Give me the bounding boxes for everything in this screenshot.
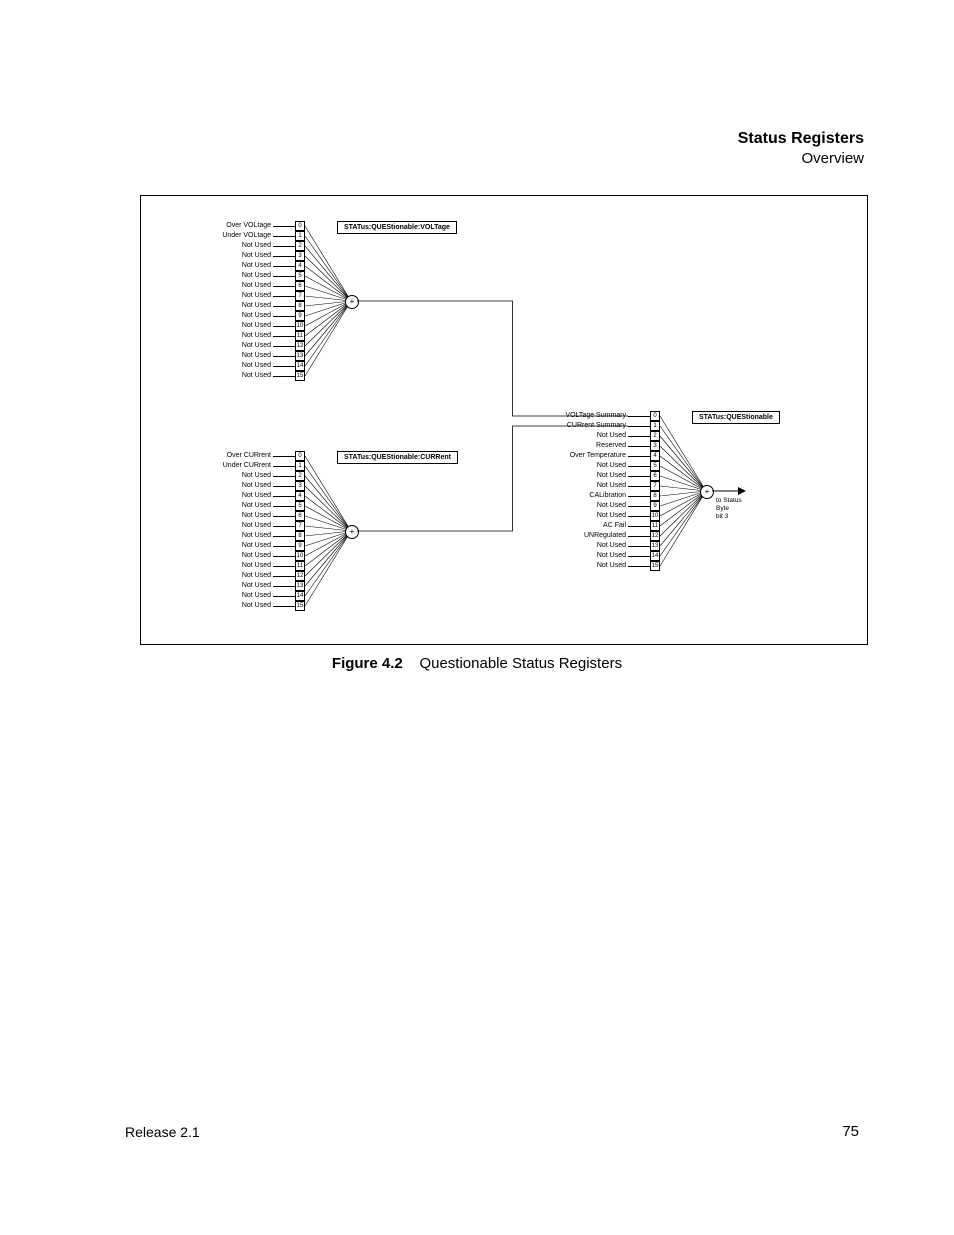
- figure-text: Questionable Status Registers: [419, 655, 622, 672]
- footer-page: 75: [842, 1123, 859, 1140]
- figure-caption: Figure 4.2 Questionable Status Registers: [0, 655, 954, 672]
- page-header: Status Registers Overview: [738, 130, 864, 167]
- figure-frame: Over VOLtage0Under VOLtage1Not Used2Not …: [140, 195, 868, 645]
- footer-release: Release 2.1: [125, 1124, 200, 1140]
- figure-number: Figure 4.2: [332, 655, 403, 672]
- header-subtitle: Overview: [738, 150, 864, 167]
- header-title: Status Registers: [738, 130, 864, 148]
